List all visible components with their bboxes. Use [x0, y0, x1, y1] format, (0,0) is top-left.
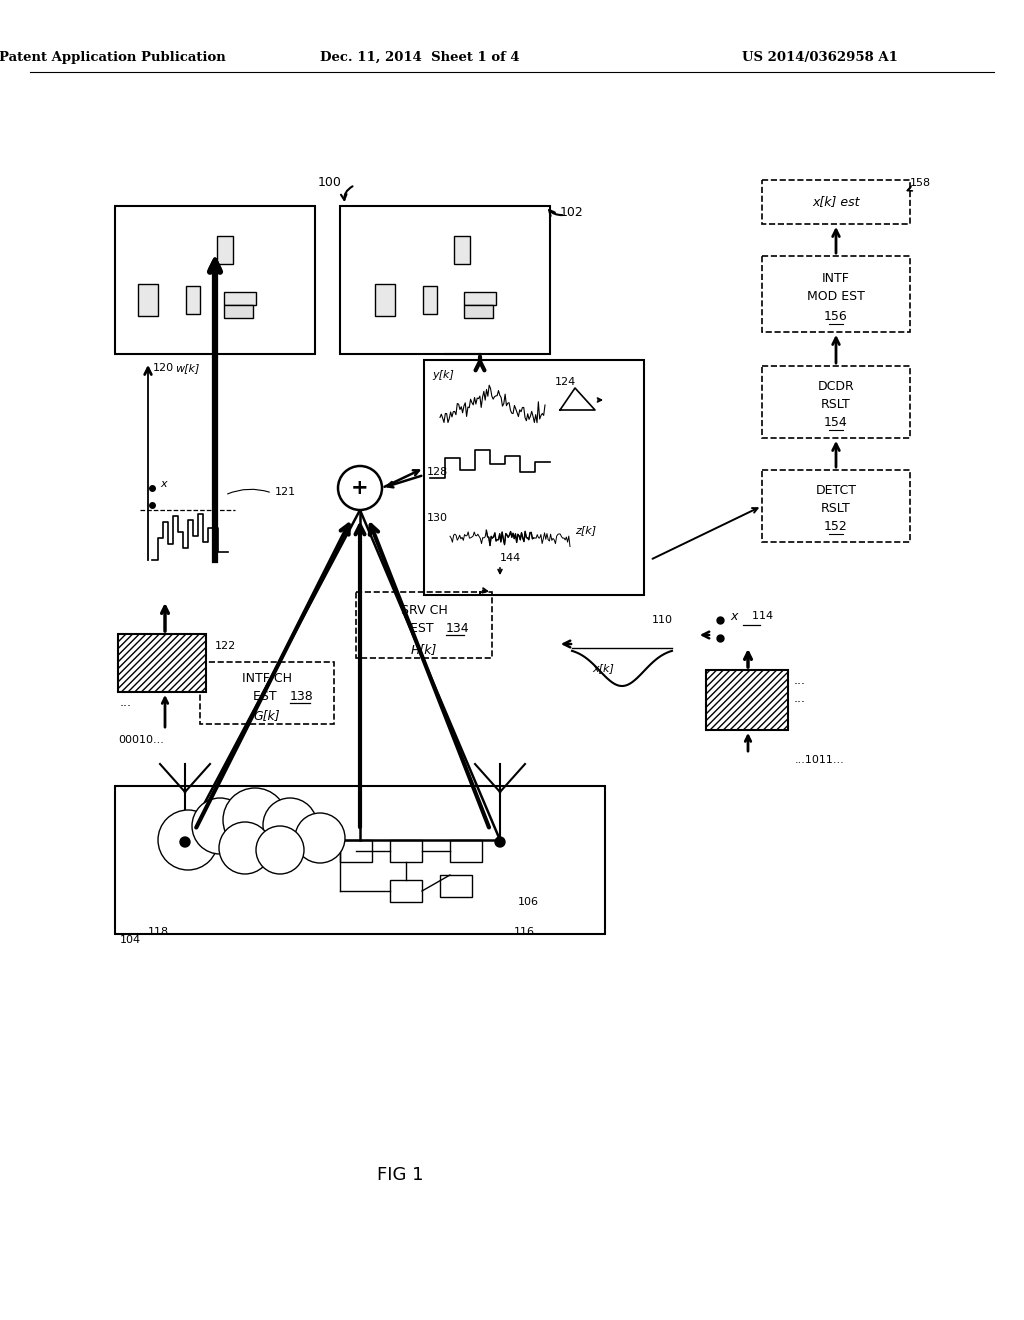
Text: 121: 121 [275, 487, 296, 498]
Text: 144: 144 [500, 553, 521, 564]
Circle shape [256, 826, 304, 874]
Text: x: x [730, 610, 737, 623]
Text: SRV CH: SRV CH [400, 603, 447, 616]
Bar [224, 292, 256, 305]
Bar [115, 785, 605, 935]
Text: RSLT: RSLT [821, 397, 851, 411]
Bar [375, 236, 435, 243]
Text: y[k]: y[k] [432, 370, 454, 380]
Text: 106: 106 [518, 898, 539, 907]
Text: 128: 128 [427, 467, 449, 477]
Circle shape [180, 837, 190, 847]
Text: 158: 158 [910, 178, 931, 187]
Text: 114: 114 [745, 611, 773, 620]
Bar [440, 875, 472, 898]
Text: 118: 118 [148, 927, 169, 937]
Text: 130: 130 [427, 513, 449, 523]
Text: EST: EST [253, 689, 281, 702]
Text: INTF CH: INTF CH [242, 672, 292, 685]
Text: z[k]: z[k] [575, 525, 596, 535]
Bar [384, 215, 426, 236]
Circle shape [295, 813, 345, 863]
Bar [186, 286, 200, 314]
Text: 100: 100 [318, 176, 342, 189]
Bar [464, 305, 493, 318]
Bar [762, 180, 910, 224]
Circle shape [158, 810, 218, 870]
Bar [217, 236, 233, 264]
Text: US 2014/0362958 A1: US 2014/0362958 A1 [742, 50, 898, 63]
Text: INTF: INTF [822, 272, 850, 285]
Text: 102: 102 [560, 206, 584, 219]
Circle shape [495, 837, 505, 847]
Text: ...: ... [794, 692, 806, 705]
Bar [762, 366, 910, 438]
Text: 110: 110 [652, 615, 673, 624]
Text: MOD EST: MOD EST [807, 289, 865, 302]
Text: EST: EST [411, 622, 438, 635]
Circle shape [223, 788, 287, 851]
Bar [138, 284, 158, 315]
Bar [464, 292, 496, 305]
Text: 00010...: 00010... [118, 735, 164, 744]
Bar [118, 634, 206, 692]
Bar [454, 236, 470, 264]
Text: 156: 156 [824, 309, 848, 322]
Text: w[k]: w[k] [175, 363, 200, 374]
Text: ...: ... [120, 696, 132, 709]
Bar [390, 880, 422, 902]
Circle shape [263, 799, 317, 851]
Text: 116: 116 [514, 927, 535, 937]
Text: ...: ... [794, 673, 806, 686]
Text: 138: 138 [290, 689, 313, 702]
Text: 122: 122 [215, 642, 237, 651]
Text: Patent Application Publication: Patent Application Publication [0, 50, 225, 63]
Text: 134: 134 [446, 622, 470, 635]
Text: 120: 120 [153, 363, 174, 374]
Text: G[k]: G[k] [254, 710, 281, 722]
Bar [224, 305, 253, 318]
Bar [424, 360, 644, 595]
Text: 152: 152 [824, 520, 848, 532]
Text: x[k] est: x[k] est [812, 195, 860, 209]
Bar [450, 840, 482, 862]
Circle shape [338, 466, 382, 510]
Bar [762, 256, 910, 333]
Text: RSLT: RSLT [821, 502, 851, 515]
Bar [200, 663, 334, 723]
Text: DETCT: DETCT [815, 483, 856, 496]
Bar [356, 591, 492, 657]
Bar [706, 671, 788, 730]
Text: ...1011...: ...1011... [795, 755, 845, 766]
Text: 124: 124 [555, 378, 577, 387]
Circle shape [193, 799, 248, 854]
Bar [390, 840, 422, 862]
Text: 154: 154 [824, 416, 848, 429]
Text: Dec. 11, 2014  Sheet 1 of 4: Dec. 11, 2014 Sheet 1 of 4 [321, 50, 520, 63]
Text: 104: 104 [120, 935, 141, 945]
Text: DCDR: DCDR [817, 380, 854, 392]
Bar [423, 286, 437, 314]
Bar [150, 215, 191, 236]
Bar [115, 206, 315, 354]
Bar [340, 840, 372, 862]
Text: +: + [351, 478, 369, 498]
Circle shape [219, 822, 271, 874]
Bar [340, 206, 550, 354]
Bar [140, 236, 200, 243]
Text: FIG 1: FIG 1 [377, 1166, 423, 1184]
Text: x: x [160, 479, 167, 488]
Bar [762, 470, 910, 543]
Text: x[k]: x[k] [592, 663, 613, 673]
Text: H[k]: H[k] [411, 644, 437, 656]
Bar [375, 284, 395, 315]
